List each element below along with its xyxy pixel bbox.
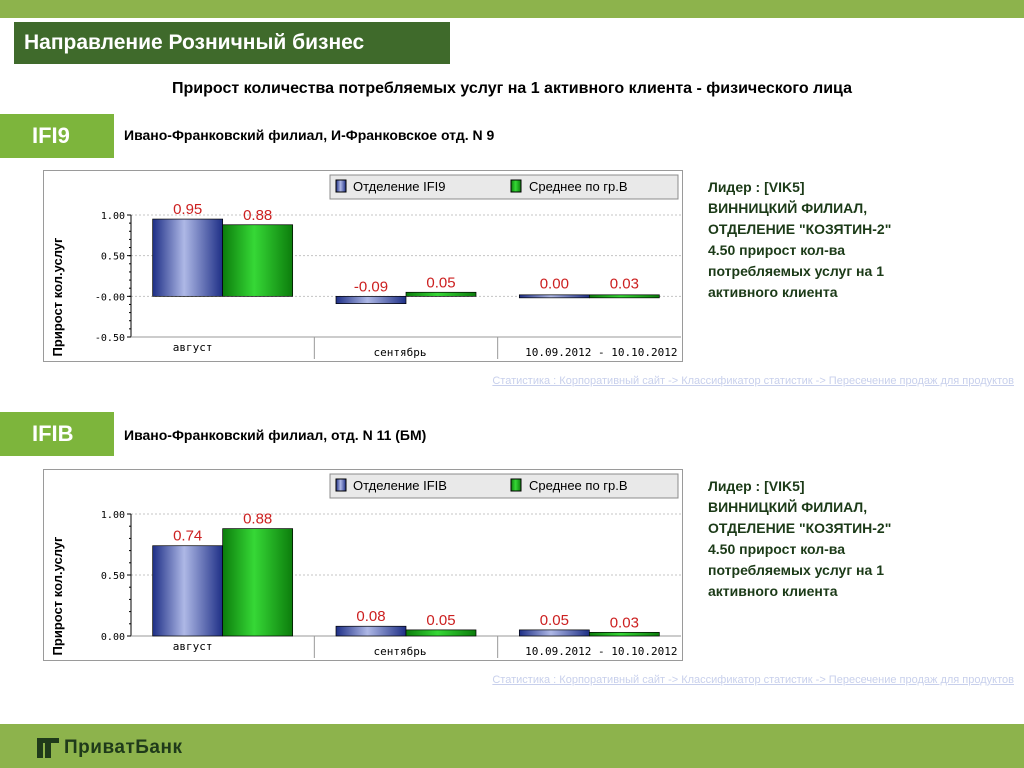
data-label: 0.74 (173, 528, 202, 545)
bar-series-1 (518, 629, 590, 637)
bar-series-1 (152, 545, 224, 637)
statistics-link[interactable]: Статистика : Корпоративный сайт -> Класс… (492, 674, 1014, 686)
data-label: 0.95 (173, 201, 202, 218)
legend-swatch-series-1 (335, 179, 347, 193)
top-band (0, 0, 1024, 18)
bottom-band (0, 724, 1024, 768)
bar-series-2 (588, 631, 660, 637)
legend-label-series-2: Среднее по гр.В (529, 179, 628, 194)
y-axis-label: Прирост кол.услуг (50, 237, 65, 356)
data-label: 0.08 (356, 608, 385, 625)
bar-series-2 (588, 294, 660, 299)
report-subtitle: Прирост количества потребляемых услуг на… (172, 80, 852, 97)
x-category-label: сентябрь (374, 346, 427, 359)
leader-line: 4.50 прирост кол-ва (708, 541, 845, 557)
statistics-link[interactable]: Статистика : Корпоративный сайт -> Класс… (492, 375, 1014, 387)
y-tick-label: -0.00 (95, 292, 125, 303)
branch-name: Ивано-Франковский филиал, И-Франковское … (124, 127, 495, 143)
y-tick-label: 0.00 (101, 632, 125, 643)
bar-series-1 (335, 625, 407, 637)
x-category-label: 10.09.2012 - 10.10.2012 (525, 645, 677, 658)
leader-line: ВИННИЦКИЙ ФИЛИАЛ, (708, 200, 868, 216)
leader-line: ВИННИЦКИЙ ФИЛИАЛ, (708, 499, 868, 515)
y-tick-label: 1.00 (101, 510, 125, 521)
data-label: 0.03 (610, 275, 639, 292)
data-label: 0.05 (540, 612, 569, 629)
leader-line: активного клиента (708, 583, 838, 599)
chart-svg: Отделение IFI9 Среднее по гр.В 1.00 0.50 -0.… (50, 174, 681, 359)
page-title: Направление Розничный бизнес (14, 22, 450, 64)
legend-label-series-2: Среднее по гр.В (529, 478, 628, 493)
data-label: 0.88 (243, 207, 272, 224)
logo-text: ПриватБанк (64, 737, 183, 758)
legend-box (329, 174, 679, 200)
bar-series-1 (518, 294, 590, 299)
leader-line: потребляемых услуг на 1 (708, 263, 884, 279)
leader-line: ОТДЕЛЕНИЕ "КОЗЯТИН-2" (708, 221, 892, 237)
bar-series-1 (335, 295, 407, 305)
legend-swatch-series-2 (510, 179, 522, 193)
x-category-label: август (173, 341, 213, 354)
chart-svg: Отделение IFIB Среднее по гр.В 1.00 0.50 0.0… (50, 473, 681, 658)
leader-line: Лидер : [VIK5] (708, 179, 805, 195)
y-tick-label: 0.50 (101, 571, 125, 582)
leader-line: потребляемых услуг на 1 (708, 562, 884, 578)
bar-series-2 (405, 629, 477, 637)
data-label: 0.00 (540, 275, 569, 292)
privatbank-logo-icon (37, 738, 59, 758)
bar-chart: Отделение IFI9 Среднее по гр.В 1.00 0.50 -0.… (43, 170, 683, 362)
y-tick-label: 0.50 (101, 252, 125, 263)
chart-legend: Отделение IFIB Среднее по гр.В (329, 473, 679, 499)
leader-line: ОТДЕЛЕНИЕ "КОЗЯТИН-2" (708, 520, 892, 536)
y-axis-label: Прирост кол.услуг (50, 536, 65, 655)
data-label: 0.03 (610, 614, 639, 631)
legend-label-series-1: Отделение IFIB (353, 478, 447, 493)
bar-series-2 (405, 291, 477, 297)
leader-info: Лидер : [VIK5] ВИННИЦКИЙ ФИЛИАЛ, ОТДЕЛЕНИЕ… (708, 177, 1008, 303)
y-tick-label: 1.00 (101, 211, 125, 222)
data-label: 0.88 (243, 511, 272, 528)
leader-line: активного клиента (708, 284, 838, 300)
y-tick-label: -0.50 (95, 333, 125, 344)
x-category-label: август (173, 640, 213, 653)
leader-line: Лидер : [VIK5] (708, 478, 805, 494)
bar-series-1 (152, 218, 224, 297)
branch-code-badge: IFIB (0, 412, 114, 456)
leader-info: Лидер : [VIK5] ВИННИЦКИЙ ФИЛИАЛ, ОТДЕЛЕНИЕ… (708, 476, 1008, 602)
branch-name: Ивано-Франковский филиал, отд. N 11 (БМ) (124, 427, 427, 443)
legend-swatch-series-2 (510, 478, 522, 492)
bar-chart: Отделение IFIB Среднее по гр.В 1.00 0.50 0.0… (43, 469, 683, 661)
chart-legend: Отделение IFI9 Среднее по гр.В (329, 174, 679, 200)
legend-label-series-1: Отделение IFI9 (353, 179, 446, 194)
branch-code-badge: IFI9 (0, 114, 114, 158)
data-label: 0.05 (426, 274, 455, 291)
legend-box (329, 473, 679, 499)
bar-series-2 (222, 224, 294, 297)
privatbank-logo: ПриватБанк (36, 735, 182, 761)
bar-series-2 (222, 528, 294, 637)
x-category-label: сентябрь (374, 645, 427, 658)
legend-swatch-series-1 (335, 478, 347, 492)
data-label: 0.05 (426, 612, 455, 629)
data-label: -0.09 (354, 278, 388, 295)
leader-line: 4.50 прирост кол-ва (708, 242, 845, 258)
x-category-label: 10.09.2012 - 10.10.2012 (525, 346, 677, 359)
